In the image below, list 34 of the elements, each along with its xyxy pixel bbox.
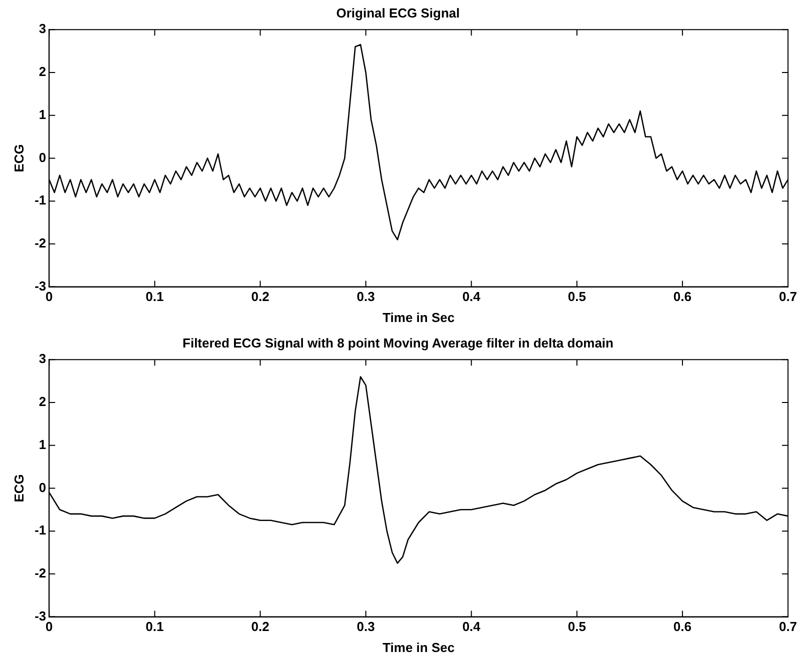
x-tick-label: 0.2	[251, 619, 270, 634]
y-tick-label: 2	[38, 64, 46, 80]
x-axis-title: Time in Sec	[382, 310, 455, 325]
x-tick-label: 0.1	[146, 619, 164, 634]
x-tick-label: 0.3	[356, 619, 375, 634]
y-tick-label: -3	[34, 278, 46, 294]
y-tick-label: -3	[34, 608, 46, 624]
x-tick-label: 0.6	[673, 289, 692, 304]
x-tick-label: 0.2	[251, 289, 270, 304]
x-tick-label: 0.4	[462, 289, 482, 304]
y-tick-label: 1	[38, 436, 46, 452]
y-tick-label: -1	[34, 192, 46, 208]
y-tick-label: -1	[34, 522, 46, 538]
y-axis-title: ECG	[11, 474, 26, 502]
x-tick-label: 0.7	[778, 289, 798, 304]
y-tick-label: 3	[38, 351, 46, 366]
x-tick-label: 0.1	[146, 289, 164, 304]
x-tick-label: 0.3	[356, 289, 375, 304]
y-tick-label: 2	[38, 394, 46, 410]
y-tick-label: 3	[38, 21, 46, 36]
y-tick-label: 0	[38, 150, 46, 165]
x-tick-label: 0.4	[462, 619, 482, 634]
chart-title: Filtered ECG Signal with 8 point Moving Average filter in delta domain	[182, 335, 614, 350]
x-tick-label: 0.5	[568, 289, 586, 304]
y-axis-title: ECG	[11, 144, 26, 172]
x-axis-title: Time in Sec	[382, 640, 455, 655]
y-tick-label: 1	[38, 106, 46, 122]
x-tick-label: 0.7	[778, 619, 798, 634]
y-tick-label: -2	[34, 236, 46, 251]
y-tick-label: -2	[34, 566, 46, 581]
x-tick-label: 0.6	[673, 619, 692, 634]
y-tick-label: 0	[38, 480, 46, 495]
x-tick-label: 0.5	[568, 619, 586, 634]
chart-title: Original ECG Signal	[336, 5, 460, 20]
